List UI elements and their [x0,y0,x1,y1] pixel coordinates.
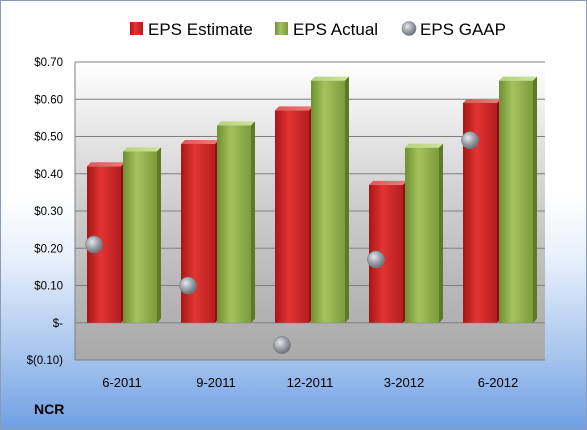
x-tick-label: 9-2011 [196,375,236,390]
y-tick-label: $0.30 [34,206,63,218]
y-tick-label: $0.20 [34,243,63,255]
legend-item: EPS GAAP [401,20,506,39]
legend-label: EPS GAAP [420,20,506,39]
eps-estimate-bar [275,106,313,323]
legend-item: EPS Estimate [130,20,253,39]
eps-gaap-point [179,276,197,295]
eps-actual-bar [123,147,161,323]
y-tick-label: $0.10 [34,281,63,293]
eps-actual-bar [499,76,537,323]
x-tick-label: 12-2011 [287,375,334,390]
eps-gaap-point [461,131,479,150]
y-tick-label: $0.40 [34,169,63,181]
eps-gaap-point [273,336,291,354]
x-tick-label: 6-2012 [478,375,518,390]
eps-estimate-bar [181,139,219,323]
eps-gaap-point [367,250,385,269]
y-tick-label: $0.70 [34,57,63,69]
y-tick-label: $0.50 [34,132,63,144]
eps-actual-bar [217,121,255,323]
company-label: NCR [34,401,65,417]
eps-actual-bar [311,76,349,323]
legend-swatch [401,21,417,36]
legend-label: EPS Actual [293,20,378,39]
legend-label: EPS Estimate [148,20,253,39]
legend-swatch [130,22,143,35]
legend-item: EPS Actual [275,20,378,39]
y-tick-label: $(0.10) [27,355,64,367]
eps-gaap-point [85,235,103,254]
x-tick-label: 3-2012 [384,375,424,390]
y-tick-label: $0.60 [34,94,63,106]
legend-swatch [275,22,288,35]
eps-actual-bar [405,143,443,323]
y-tick-label: $- [53,318,63,330]
x-tick-label: 6-2011 [102,375,142,390]
